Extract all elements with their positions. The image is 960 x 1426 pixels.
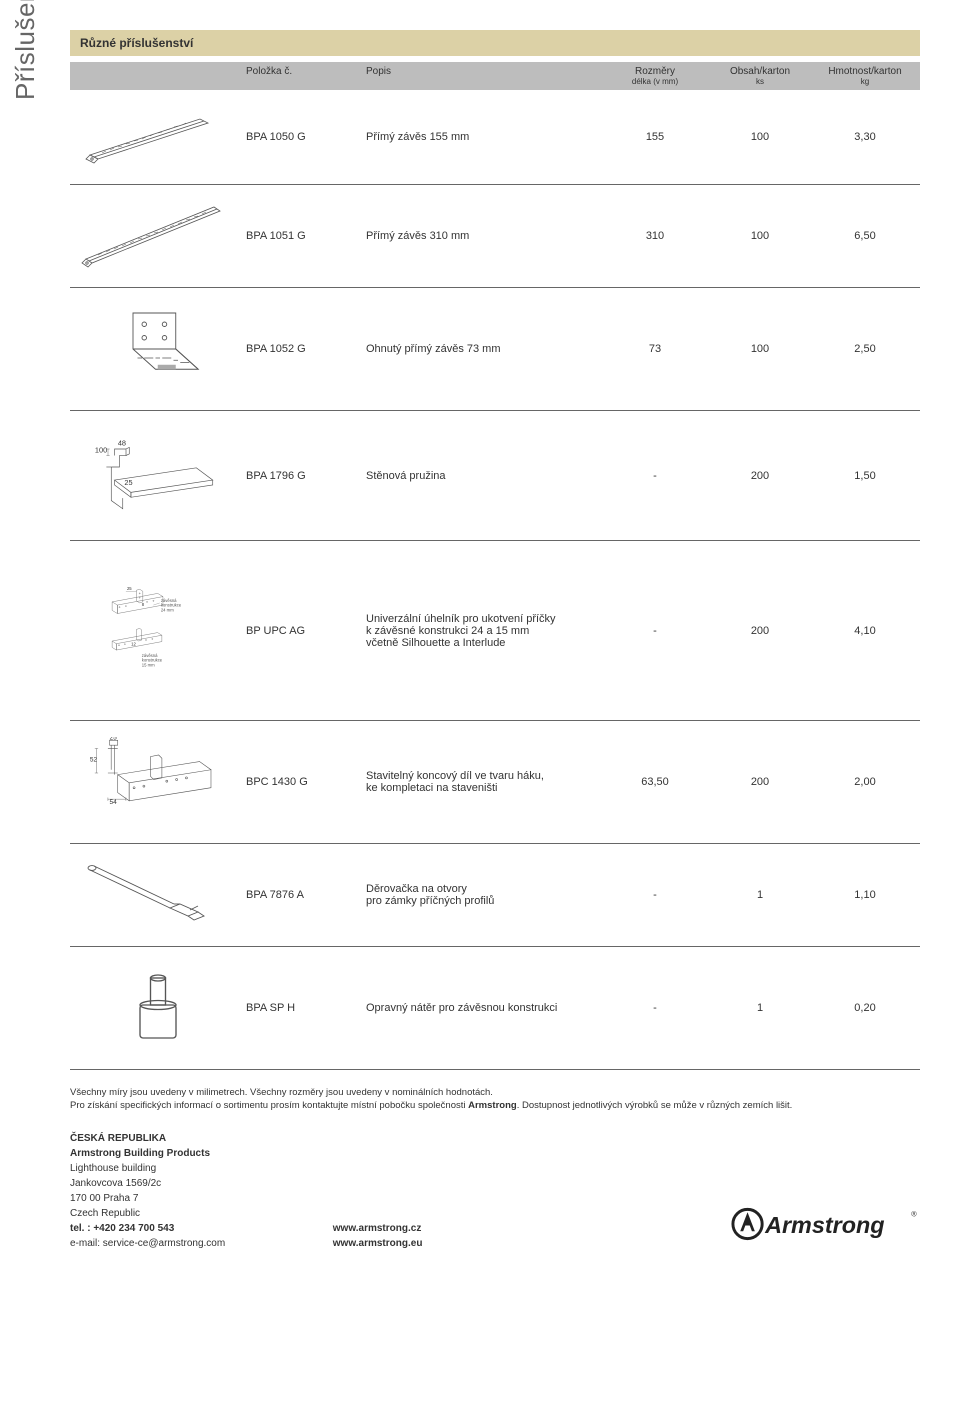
item-wt: 0,20 bbox=[810, 1000, 920, 1016]
table-row: BPA SP H Opravný nátěr pro závěsnou kons… bbox=[70, 947, 920, 1070]
item-desc: Přímý závěs 155 mm bbox=[360, 129, 600, 145]
item-qty: 1 bbox=[710, 1000, 810, 1016]
contact-line: Czech Republic bbox=[70, 1206, 422, 1221]
svg-text:25: 25 bbox=[124, 477, 132, 486]
product-illustration: 100 48 25 bbox=[70, 429, 240, 523]
vertical-page-title: Příslušenství bbox=[10, 0, 41, 100]
contact-line: Jankovcova 1569/2c bbox=[70, 1176, 422, 1191]
item-qty: 1 bbox=[710, 887, 810, 903]
item-dim: - bbox=[600, 468, 710, 484]
table-row: 25 8 závěsnákonstrukce24 mm 12 záv bbox=[70, 541, 920, 721]
table-row: BPA 1051 G Přímý závěs 310 mm 310 100 6,… bbox=[70, 185, 920, 288]
contact-company: Armstrong Building Products bbox=[70, 1146, 422, 1161]
svg-text:závěsnákonstrukce15 mm: závěsnákonstrukce15 mm bbox=[142, 652, 163, 667]
item-wt: 2,50 bbox=[810, 341, 920, 357]
svg-text:8: 8 bbox=[142, 602, 145, 607]
product-illustration: 25 52 54 bbox=[70, 735, 240, 829]
svg-text:25: 25 bbox=[110, 737, 118, 741]
item-code: BPC 1430 G bbox=[240, 774, 360, 790]
item-wt: 3,30 bbox=[810, 129, 920, 145]
footnotes: Všechny míry jsou uvedeny v milimetrech.… bbox=[70, 1086, 920, 1113]
item-qty: 200 bbox=[710, 774, 810, 790]
table-header: Položka č. Popis Rozměry délka (v mm) Ob… bbox=[70, 62, 920, 90]
svg-text:48: 48 bbox=[117, 438, 125, 447]
item-code: BPA SP H bbox=[240, 1000, 360, 1016]
contact-line: 170 00 Praha 7 bbox=[70, 1191, 422, 1206]
item-dim: - bbox=[600, 1000, 710, 1016]
item-code: BPA 1052 G bbox=[240, 341, 360, 357]
contact-url: www.armstrong.eu bbox=[333, 1238, 423, 1249]
item-code: BPA 7876 A bbox=[240, 887, 360, 903]
item-wt: 1,50 bbox=[810, 468, 920, 484]
col-qty: Obsah/karton ks bbox=[710, 62, 810, 90]
item-code: BPA 1050 G bbox=[240, 129, 360, 145]
item-desc: Stavitelný koncový díl ve tvaru háku, ke… bbox=[360, 768, 600, 796]
product-illustration bbox=[70, 858, 240, 932]
item-qty: 100 bbox=[710, 129, 810, 145]
item-code: BP UPC AG bbox=[240, 623, 360, 639]
item-qty: 200 bbox=[710, 623, 810, 639]
item-dim: - bbox=[600, 623, 710, 639]
item-wt: 4,10 bbox=[810, 623, 920, 639]
item-dim: 63,50 bbox=[600, 774, 710, 790]
contact-url: www.armstrong.cz bbox=[333, 1223, 422, 1234]
item-desc: Univerzální úhelník pro ukotvení příčky … bbox=[360, 611, 600, 651]
section-title: Různé příslušenství bbox=[70, 30, 920, 56]
svg-text:25: 25 bbox=[127, 586, 132, 591]
item-dim: 155 bbox=[600, 129, 710, 145]
item-qty: 100 bbox=[710, 341, 810, 357]
item-dim: 73 bbox=[600, 341, 710, 357]
item-code: BPA 1796 G bbox=[240, 468, 360, 484]
item-qty: 200 bbox=[710, 468, 810, 484]
armstrong-logo: Armstrong ® bbox=[730, 1200, 920, 1251]
svg-text:závěsnákonstrukce24 mm: závěsnákonstrukce24 mm bbox=[161, 597, 182, 612]
contact-country: ČESKÁ REPUBLIKA bbox=[70, 1131, 422, 1146]
table-row: 25 52 54 BPC 1430 G Stavitelný koncový d… bbox=[70, 721, 920, 844]
svg-text:®: ® bbox=[911, 1209, 917, 1218]
item-desc: Děrovačka na otvory pro zámky příčných p… bbox=[360, 881, 600, 909]
item-desc: Opravný nátěr pro závěsnou konstrukci bbox=[360, 1000, 600, 1016]
product-illustration bbox=[70, 105, 240, 169]
col-code: Položka č. bbox=[240, 62, 360, 90]
contact-line: Lighthouse building bbox=[70, 1161, 422, 1176]
item-wt: 1,10 bbox=[810, 887, 920, 903]
product-illustration bbox=[70, 961, 240, 1055]
item-qty: 100 bbox=[710, 228, 810, 244]
item-wt: 2,00 bbox=[810, 774, 920, 790]
product-illustration bbox=[70, 302, 240, 396]
table-row: BPA 1052 G Ohnutý přímý závěs 73 mm 73 1… bbox=[70, 288, 920, 411]
item-desc: Přímý závěs 310 mm bbox=[360, 228, 600, 244]
svg-text:100: 100 bbox=[94, 445, 106, 454]
product-illustration: 25 8 závěsnákonstrukce24 mm 12 záv bbox=[70, 584, 240, 678]
product-illustration bbox=[70, 199, 240, 273]
item-code: BPA 1051 G bbox=[240, 228, 360, 244]
item-desc: Ohnutý přímý závěs 73 mm bbox=[360, 341, 600, 357]
svg-text:12: 12 bbox=[131, 641, 136, 646]
table-row: BPA 7876 A Děrovačka na otvory pro zámky… bbox=[70, 844, 920, 947]
item-dim: 310 bbox=[600, 228, 710, 244]
contact-block: ČESKÁ REPUBLIKA Armstrong Building Produ… bbox=[70, 1131, 422, 1251]
svg-text:Armstrong: Armstrong bbox=[764, 1211, 884, 1237]
col-dim: Rozměry délka (v mm) bbox=[600, 62, 710, 90]
item-wt: 6,50 bbox=[810, 228, 920, 244]
contact-email: service-ce@armstrong.com bbox=[103, 1238, 225, 1249]
svg-text:54: 54 bbox=[110, 799, 118, 806]
item-dim: - bbox=[600, 887, 710, 903]
table-row: 100 48 25 BPA 1796 G Stěnová pružina - 2… bbox=[70, 411, 920, 541]
item-desc: Stěnová pružina bbox=[360, 468, 600, 484]
col-desc: Popis bbox=[360, 62, 600, 90]
table-row: BPA 1050 G Přímý závěs 155 mm 155 100 3,… bbox=[70, 90, 920, 185]
col-wt: Hmotnost/karton kg bbox=[810, 62, 920, 90]
